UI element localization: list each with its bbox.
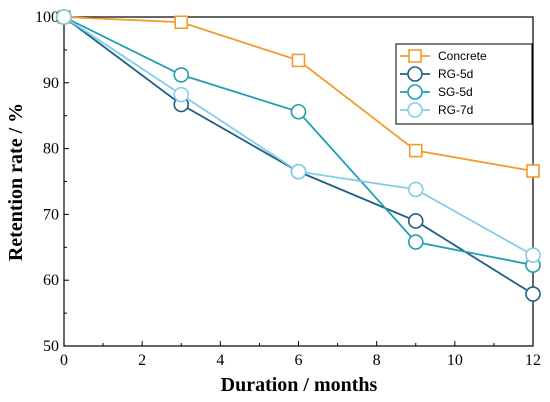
y-tick-label: 70 (43, 206, 59, 223)
data-point-concrete (174, 15, 189, 30)
legend-label-sg-5d: SG-5d (438, 85, 473, 99)
y-axis-title: Retention rate / % (5, 103, 27, 261)
y-tick-label: 50 (43, 338, 59, 355)
data-point-rg-5d (407, 213, 424, 229)
data-point-concrete (408, 143, 423, 158)
y-tick-label: 90 (43, 75, 59, 92)
y-tick-label: 100 (35, 9, 59, 26)
y-tick-label: 60 (43, 272, 59, 289)
data-point-rg-5d (525, 286, 541, 302)
legend-marker-rg-7d (407, 102, 423, 118)
data-point-rg-7d (407, 181, 424, 198)
data-point-rg-7d (290, 163, 307, 180)
legend-marker-rg-5d (407, 66, 423, 82)
x-tick-label: 12 (525, 352, 541, 369)
data-point-sg-5d (290, 103, 307, 120)
x-tick-label: 10 (447, 352, 463, 369)
x-tick-label: 2 (138, 352, 146, 369)
data-point-rg-7d (56, 9, 72, 25)
data-point-concrete (291, 53, 306, 68)
legend-marker-concrete (408, 49, 422, 63)
data-point-rg-7d (173, 86, 190, 103)
legend-label-concrete: Concrete (438, 49, 487, 63)
legend: Concrete RG-5d SG-5d RG-7d (395, 43, 533, 125)
x-tick-label: 8 (373, 352, 381, 369)
data-point-sg-5d (173, 67, 190, 83)
legend-label-rg-5d: RG-5d (438, 67, 473, 81)
x-tick-label: 0 (60, 352, 68, 369)
data-point-sg-5d (407, 234, 424, 250)
x-axis-title: Duration / months (221, 374, 378, 396)
y-tick-label: 80 (43, 141, 59, 158)
legend-label-rg-7d: RG-7d (438, 103, 473, 117)
legend-marker-sg-5d (407, 84, 423, 100)
data-point-rg-7d (525, 247, 541, 263)
x-tick-label: 6 (295, 352, 303, 369)
x-tick-label: 4 (216, 352, 224, 369)
data-point-concrete (526, 164, 540, 178)
plot-area: 0 2 4 6 8 10 12 50 60 70 80 90 100 Concrete RG-5d SG-5d… (35, 9, 541, 369)
